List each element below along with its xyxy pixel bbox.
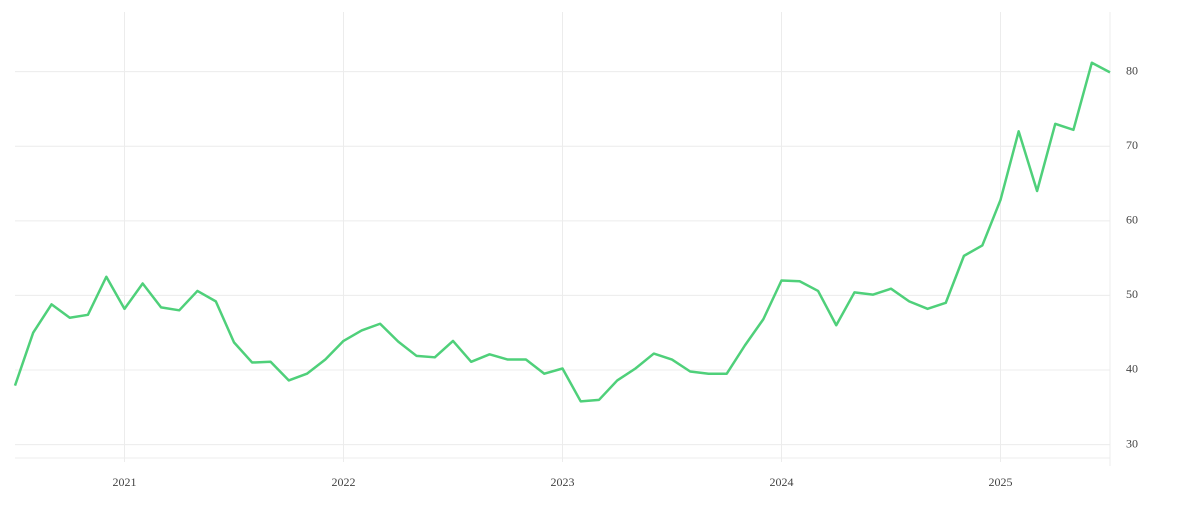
x-tick-label: 2022 [332, 475, 356, 489]
x-tick-label: 2025 [989, 475, 1013, 489]
x-tick-label: 2024 [770, 475, 794, 489]
y-tick-label: 60 [1126, 213, 1138, 227]
data-line [13, 61, 1111, 403]
x-tick-label: 2023 [551, 475, 575, 489]
y-tick-label: 70 [1126, 138, 1138, 152]
x-tick-label: 2021 [113, 475, 137, 489]
y-tick-label: 30 [1126, 436, 1138, 450]
y-tick-label: 80 [1126, 63, 1138, 77]
y-tick-label: 40 [1126, 362, 1138, 376]
y-tick-label: 50 [1126, 287, 1138, 301]
